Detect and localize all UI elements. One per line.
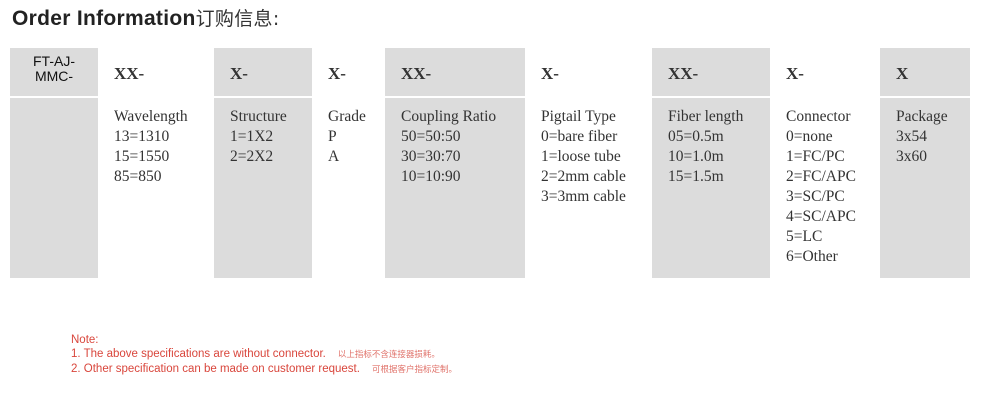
notes: Note: 1. The above specifications are wi… <box>71 333 457 377</box>
column-fiber-length: XX- Fiber length 05=0.5m 10=1.0m 15=1.5m <box>652 48 770 278</box>
option-item: 4=SC/APC <box>786 208 856 225</box>
code-package: X <box>896 64 909 83</box>
option-item: 0=bare fiber <box>541 128 618 145</box>
option-item: 85=850 <box>114 168 162 185</box>
option-item: 1=FC/PC <box>786 148 845 165</box>
column-structure: X- Structure 1=1X2 2=2X2 <box>214 48 312 278</box>
option-item: 3x54 <box>896 128 927 145</box>
column-heading: Pigtail Type <box>541 108 616 125</box>
column-heading: Connector <box>786 108 851 125</box>
note-item: 2. Other specification can be made on cu… <box>71 362 457 377</box>
option-item: 10=10:90 <box>401 168 461 185</box>
code-connector: X- <box>786 64 804 83</box>
prefix-line: MMC- <box>34 68 74 84</box>
option-item: 3x60 <box>896 148 927 165</box>
option-item: 15=1550 <box>114 148 170 165</box>
column-heading: Fiber length <box>668 108 744 125</box>
option-item: 3=SC/PC <box>786 188 845 205</box>
option-item: 2=2X2 <box>230 148 274 165</box>
note-text: 1. The above specifications are without … <box>71 348 326 360</box>
option-item: 30=30:70 <box>401 148 461 165</box>
option-item: 6=Other <box>786 248 838 265</box>
option-item: A <box>328 148 340 165</box>
option-item: 2=2mm cable <box>541 168 626 185</box>
option-item: 5=LC <box>786 228 823 245</box>
option-item: 13=1310 <box>114 128 170 145</box>
option-item: 10=1.0m <box>668 148 724 165</box>
title-cn: 订购信息: <box>195 8 280 30</box>
column-coupling-ratio: XX- Coupling Ratio 50=50:50 30=30:70 10=10:9… <box>385 48 525 278</box>
column-pigtail-type: X- Pigtail Type 0=bare fiber 1=loose tube 2=… <box>525 48 652 278</box>
page-title: Order Information订购信息: <box>12 4 280 31</box>
option-item: 05=0.5m <box>668 128 724 145</box>
column-heading: Coupling Ratio <box>401 108 497 125</box>
option-item: 1=1X2 <box>230 128 274 145</box>
code-pigtail-type: X- <box>541 64 559 83</box>
option-item: P <box>328 128 337 145</box>
code-coupling-ratio: XX- <box>401 64 432 83</box>
column-connector: X- Connector 0=none 1=FC/PC 2=FC/APC 3=SC/PC 4… <box>770 48 880 278</box>
note-text-cn: 可根据客户指标定制。 <box>371 365 457 375</box>
column-heading: Package <box>896 108 948 125</box>
code-grade: X- <box>328 64 346 83</box>
column-heading: Grade <box>328 108 366 125</box>
note-text-cn: 以上指标不含连接器损耗。 <box>337 350 440 360</box>
column-wavelength: XX- Wavelength 13=1310 15=1550 85=850 <box>98 48 214 278</box>
model-prefix: FT-AJ- MMC- <box>10 54 98 84</box>
notes-heading: Note: <box>71 334 99 346</box>
option-item: 2=FC/APC <box>786 168 856 185</box>
option-item: 0=none <box>786 128 833 145</box>
option-item: 1=loose tube <box>541 148 621 165</box>
prefix-column: FT-AJ- MMC- <box>10 48 98 278</box>
option-item: 15=1.5m <box>668 168 724 185</box>
title-en: Order Information <box>12 7 196 30</box>
column-package: X Package 3x54 3x60 <box>880 48 970 278</box>
code-wavelength: XX- <box>114 64 145 83</box>
code-structure: X- <box>230 64 248 83</box>
option-item: 50=50:50 <box>401 128 461 145</box>
column-heading: Wavelength <box>114 108 188 125</box>
note-text: 2. Other specification can be made on cu… <box>71 363 360 375</box>
note-item: 1. The above specifications are without … <box>71 347 457 362</box>
prefix-line: FT-AJ- <box>33 53 75 69</box>
column-heading: Structure <box>230 108 287 125</box>
option-item: 3=3mm cable <box>541 188 626 205</box>
code-fiber-length: XX- <box>668 64 699 83</box>
column-grade: X- Grade P A <box>312 48 385 278</box>
